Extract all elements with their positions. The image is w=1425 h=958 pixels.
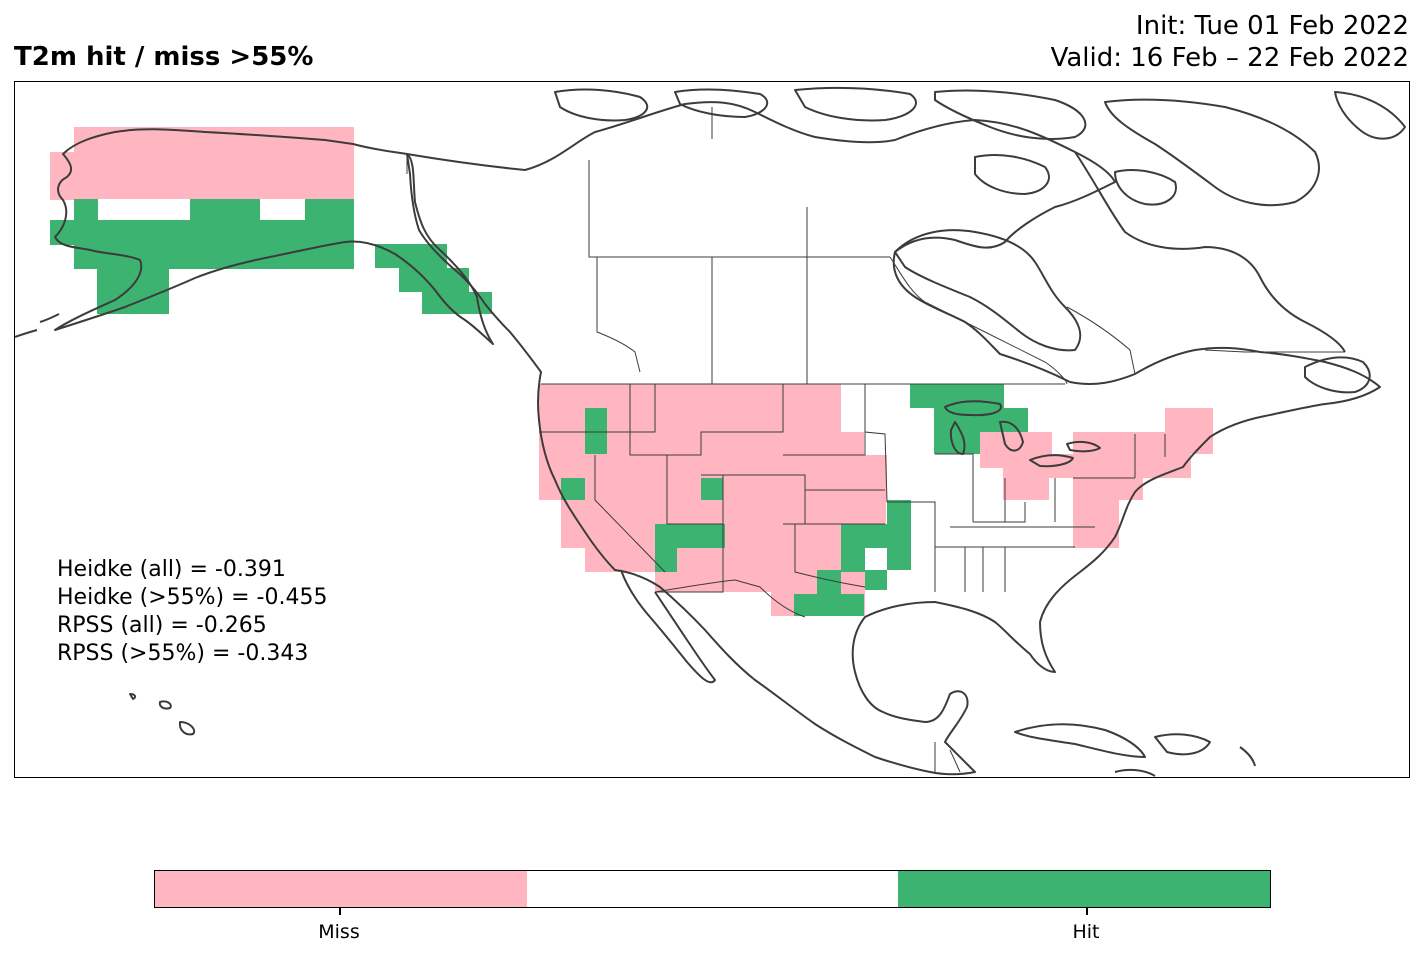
- colorbar-miss: [155, 871, 527, 907]
- date-info: Init: Tue 01 Feb 2022 Valid: 16 Feb – 22…: [1051, 10, 1409, 74]
- rpss-all: RPSS (all) = -0.265: [57, 613, 267, 638]
- alaska-cells: [50, 127, 492, 314]
- east-cells: [910, 384, 1213, 548]
- coastlines: [15, 86, 1406, 777]
- valid-range: Valid: 16 Feb – 22 Feb 2022: [1050, 43, 1409, 73]
- miss-tick: [339, 908, 341, 915]
- colorbar-neutral: [526, 871, 899, 907]
- heidke-all: Heidke (all) = -0.391: [57, 557, 286, 582]
- colorbar: [154, 870, 1271, 908]
- hit-tick: [1086, 908, 1088, 915]
- map-title: T2m hit / miss >55%: [14, 42, 314, 72]
- map-canvas: [15, 86, 1406, 777]
- miss-label: Miss: [318, 921, 360, 943]
- rpss-55: RPSS (>55%) = -0.343: [57, 641, 309, 666]
- borders: [406, 107, 1345, 773]
- hit-label: Hit: [1072, 921, 1100, 943]
- colorbar-hit: [898, 871, 1271, 907]
- heidke-55: Heidke (>55%) = -0.455: [57, 585, 328, 610]
- skill-scores: Heidke (all) = -0.391 Heidke (>55%) = -0…: [57, 556, 327, 668]
- init-date: Init: Tue 01 Feb 2022: [1135, 11, 1409, 41]
- map-panel: [14, 81, 1410, 778]
